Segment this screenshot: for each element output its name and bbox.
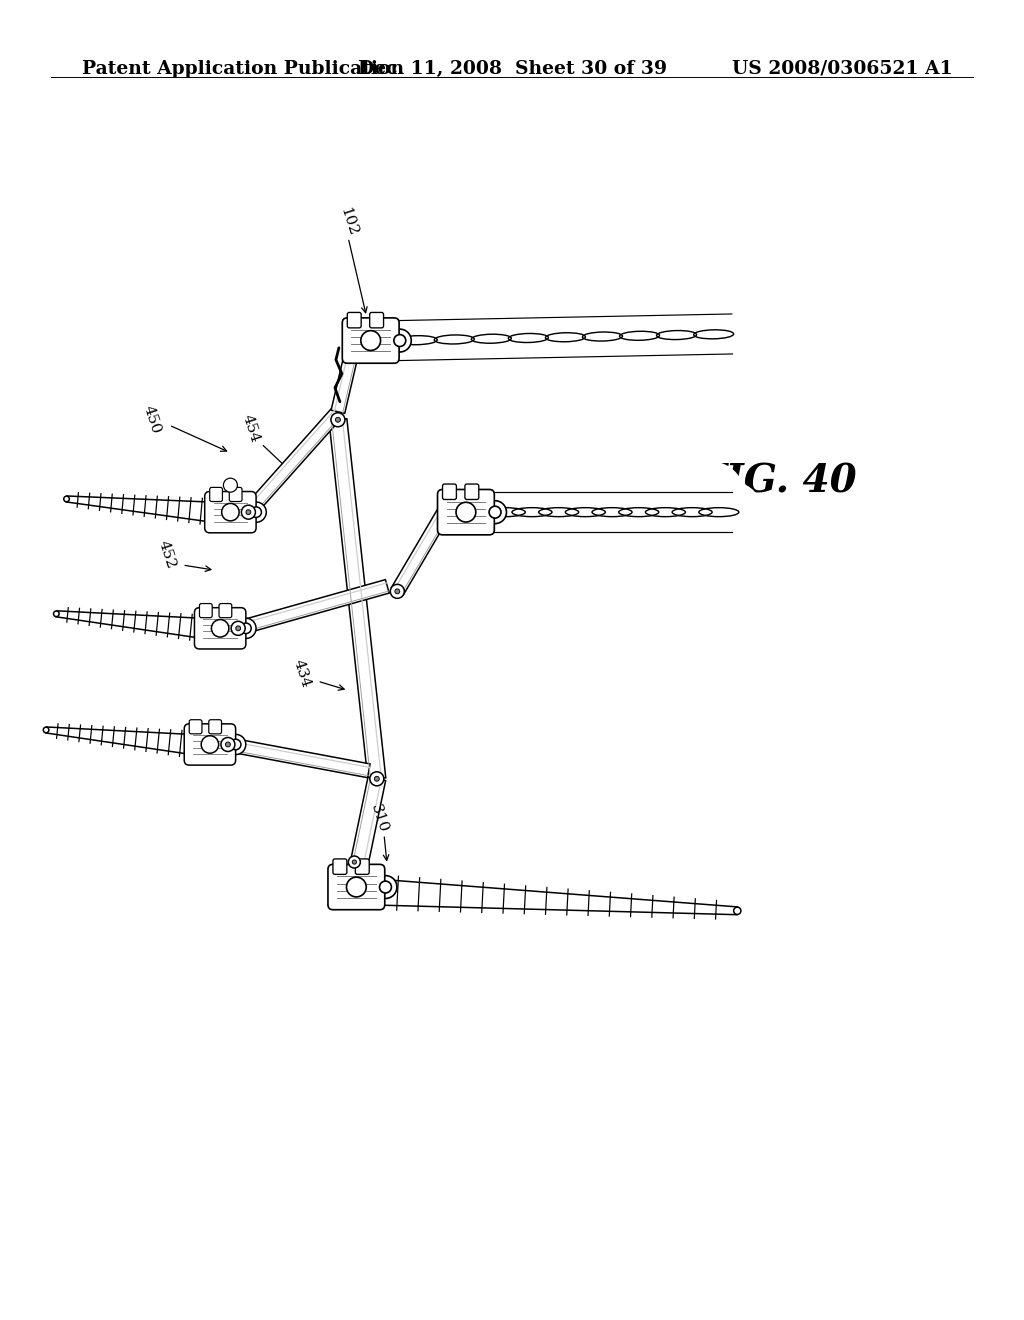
Circle shape <box>380 880 391 894</box>
FancyBboxPatch shape <box>210 487 222 502</box>
FancyBboxPatch shape <box>465 484 479 499</box>
Circle shape <box>63 496 70 502</box>
Circle shape <box>251 507 261 517</box>
Circle shape <box>225 742 230 747</box>
Text: FIG. 40: FIG. 40 <box>699 463 857 500</box>
Circle shape <box>246 510 251 515</box>
Circle shape <box>242 506 255 519</box>
Circle shape <box>388 329 412 352</box>
Text: Patent Application Publication: Patent Application Publication <box>82 59 404 78</box>
Polygon shape <box>237 579 389 635</box>
FancyBboxPatch shape <box>184 723 236 766</box>
Circle shape <box>221 738 234 751</box>
FancyBboxPatch shape <box>342 318 399 363</box>
Circle shape <box>223 478 238 492</box>
Polygon shape <box>347 777 386 879</box>
Circle shape <box>225 734 246 755</box>
Polygon shape <box>329 418 386 780</box>
Polygon shape <box>56 611 203 639</box>
FancyBboxPatch shape <box>219 603 231 618</box>
Circle shape <box>331 413 345 426</box>
FancyBboxPatch shape <box>333 859 347 874</box>
Circle shape <box>336 417 340 422</box>
Circle shape <box>236 618 256 639</box>
Circle shape <box>230 739 241 750</box>
Circle shape <box>375 776 379 781</box>
FancyBboxPatch shape <box>328 865 385 909</box>
Text: 102: 102 <box>337 206 359 238</box>
FancyBboxPatch shape <box>347 313 361 327</box>
Circle shape <box>733 907 741 915</box>
Circle shape <box>53 611 59 616</box>
Circle shape <box>483 500 507 524</box>
Polygon shape <box>46 727 193 755</box>
Circle shape <box>246 502 266 523</box>
FancyBboxPatch shape <box>437 490 495 535</box>
FancyBboxPatch shape <box>205 491 256 533</box>
Circle shape <box>201 735 219 754</box>
Circle shape <box>346 878 367 896</box>
FancyBboxPatch shape <box>442 484 457 499</box>
Polygon shape <box>391 508 450 595</box>
Circle shape <box>360 331 381 350</box>
FancyBboxPatch shape <box>209 719 221 734</box>
Circle shape <box>394 334 406 347</box>
Circle shape <box>221 503 240 521</box>
Circle shape <box>489 506 501 519</box>
Circle shape <box>456 503 476 521</box>
FancyBboxPatch shape <box>200 603 212 618</box>
Text: 434: 434 <box>291 657 313 689</box>
Circle shape <box>348 857 360 869</box>
Circle shape <box>43 727 49 733</box>
Circle shape <box>231 622 245 635</box>
Polygon shape <box>243 407 343 517</box>
Circle shape <box>211 619 229 638</box>
Circle shape <box>236 626 241 631</box>
Circle shape <box>395 589 399 594</box>
Circle shape <box>390 585 404 598</box>
Text: Dec. 11, 2008  Sheet 30 of 39: Dec. 11, 2008 Sheet 30 of 39 <box>357 59 667 78</box>
Text: 310: 310 <box>368 803 390 834</box>
Text: 454: 454 <box>240 413 262 445</box>
Polygon shape <box>331 347 359 413</box>
Text: US 2008/0306521 A1: US 2008/0306521 A1 <box>732 59 952 78</box>
FancyBboxPatch shape <box>355 859 370 874</box>
Polygon shape <box>67 496 213 523</box>
Circle shape <box>374 875 397 899</box>
Circle shape <box>370 772 384 785</box>
FancyBboxPatch shape <box>195 607 246 649</box>
Circle shape <box>352 859 356 865</box>
Polygon shape <box>376 879 737 915</box>
Polygon shape <box>226 738 370 777</box>
Text: 450: 450 <box>140 404 163 436</box>
FancyBboxPatch shape <box>229 487 242 502</box>
FancyBboxPatch shape <box>189 719 202 734</box>
Text: 452: 452 <box>156 539 178 570</box>
FancyBboxPatch shape <box>370 313 384 327</box>
Circle shape <box>241 623 251 634</box>
